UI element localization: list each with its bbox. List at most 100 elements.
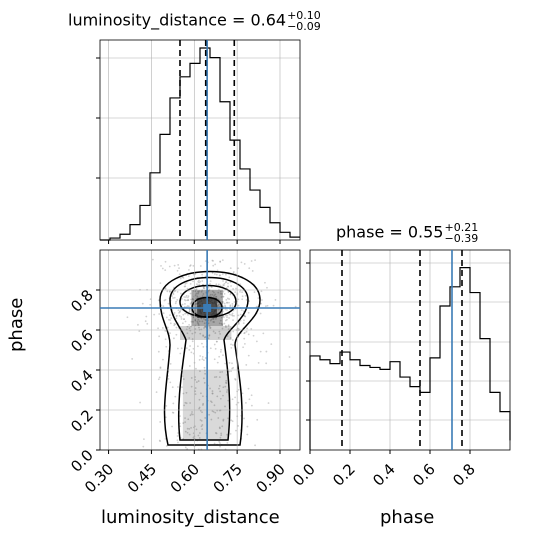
scatter-point (180, 292, 182, 295)
scatter-point (231, 303, 234, 305)
scatter-point (229, 313, 232, 316)
scatter-point (288, 356, 291, 358)
scatter-point (162, 312, 165, 315)
scatter-point (211, 259, 214, 262)
scatter-point (264, 305, 267, 308)
scatter-point (202, 334, 205, 337)
scatter-point (198, 281, 201, 284)
scatter-point (159, 282, 162, 285)
scatter-point (237, 401, 240, 404)
scatter-point (190, 298, 192, 301)
scatter-point (211, 392, 214, 395)
joint-xtick-label-3: 0.75 (210, 460, 246, 496)
scatter-point (241, 291, 243, 294)
scatter-point (169, 322, 172, 325)
scatter-point (157, 299, 160, 302)
scatter-point (223, 322, 226, 325)
scatter-point (139, 401, 142, 404)
scatter-point (184, 282, 187, 285)
scatter-point (198, 290, 201, 292)
scatter-point (222, 316, 225, 319)
scatter-point (235, 287, 237, 290)
scatter-point (222, 300, 224, 303)
scatter-point (172, 412, 175, 414)
scatter-point (254, 444, 256, 447)
scatter-point (243, 342, 246, 345)
scatter-point (201, 320, 204, 323)
scatter-point (294, 305, 297, 308)
scatter-point (219, 390, 222, 393)
scatter-point (237, 314, 240, 317)
scatter-point (208, 334, 211, 337)
scatter-point (164, 416, 167, 419)
scatter-point (251, 270, 254, 272)
scatter-point (198, 358, 201, 361)
scatter-point (213, 291, 215, 294)
scatter-point (250, 404, 253, 407)
scatter-point (224, 281, 227, 284)
scatter-point (186, 299, 189, 302)
joint-xtick-label-1: 0.45 (124, 460, 160, 496)
scatter-point (187, 418, 190, 421)
scatter-point (219, 290, 222, 293)
scatter-point (178, 310, 181, 313)
luminosity-distance-title: luminosity_distance = 0.64 +0.10 −0.09 (68, 9, 321, 33)
scatter-point (181, 276, 184, 279)
scatter-point (197, 322, 200, 325)
scatter-point (244, 294, 247, 297)
scatter-point (176, 298, 179, 301)
scatter-point (252, 334, 255, 337)
phase-histogram-panel: 0.0 0.2 0.4 0.6 0.8 (289, 249, 511, 490)
scatter-point (194, 331, 197, 334)
scatter-point (198, 398, 201, 401)
scatter-point (240, 261, 243, 264)
scatter-point (195, 297, 198, 300)
scatter-point (172, 402, 175, 405)
scatter-point (223, 302, 226, 305)
scatter-point (199, 355, 202, 357)
scatter-point (231, 305, 234, 307)
scatter-point (184, 312, 186, 315)
scatter-point (203, 322, 206, 325)
scatter-point (198, 279, 200, 282)
scatter-point (188, 269, 190, 271)
scatter-point (227, 324, 230, 327)
scatter-point (215, 340, 218, 343)
scatter-point (209, 400, 212, 403)
scatter-point (191, 332, 194, 335)
scatter-point (237, 298, 240, 301)
scatter-point (250, 327, 253, 330)
scatter-point (165, 316, 168, 319)
scatter-point (171, 386, 174, 389)
scatter-point (166, 290, 169, 293)
scatter-point (272, 304, 275, 307)
scatter-point (179, 425, 182, 428)
scatter-point (203, 325, 206, 328)
scatter-point (209, 293, 212, 296)
scatter-point (212, 410, 215, 413)
scatter-point (197, 292, 199, 295)
scatter-point (203, 366, 206, 369)
scatter-point (237, 267, 240, 270)
scatter-point (176, 290, 179, 293)
scatter-point (126, 316, 129, 319)
scatter-point (184, 299, 187, 302)
scatter-point (231, 362, 233, 365)
scatter-point (211, 392, 214, 395)
scatter-point (184, 320, 187, 323)
scatter-point (226, 391, 228, 393)
scatter-point (196, 320, 199, 323)
scatter-point (219, 350, 222, 353)
scatter-point (215, 317, 217, 320)
phase-hist-xtick-label-4: 0.8 (449, 460, 479, 490)
scatter-point (146, 322, 149, 325)
scatter-point (186, 325, 189, 328)
scatter-point (190, 320, 193, 323)
scatter-point (175, 317, 178, 320)
scatter-point (185, 347, 188, 350)
scatter-point (190, 377, 193, 379)
scatter-point (191, 338, 194, 340)
scatter-point (189, 414, 192, 417)
scatter-point (210, 318, 213, 321)
